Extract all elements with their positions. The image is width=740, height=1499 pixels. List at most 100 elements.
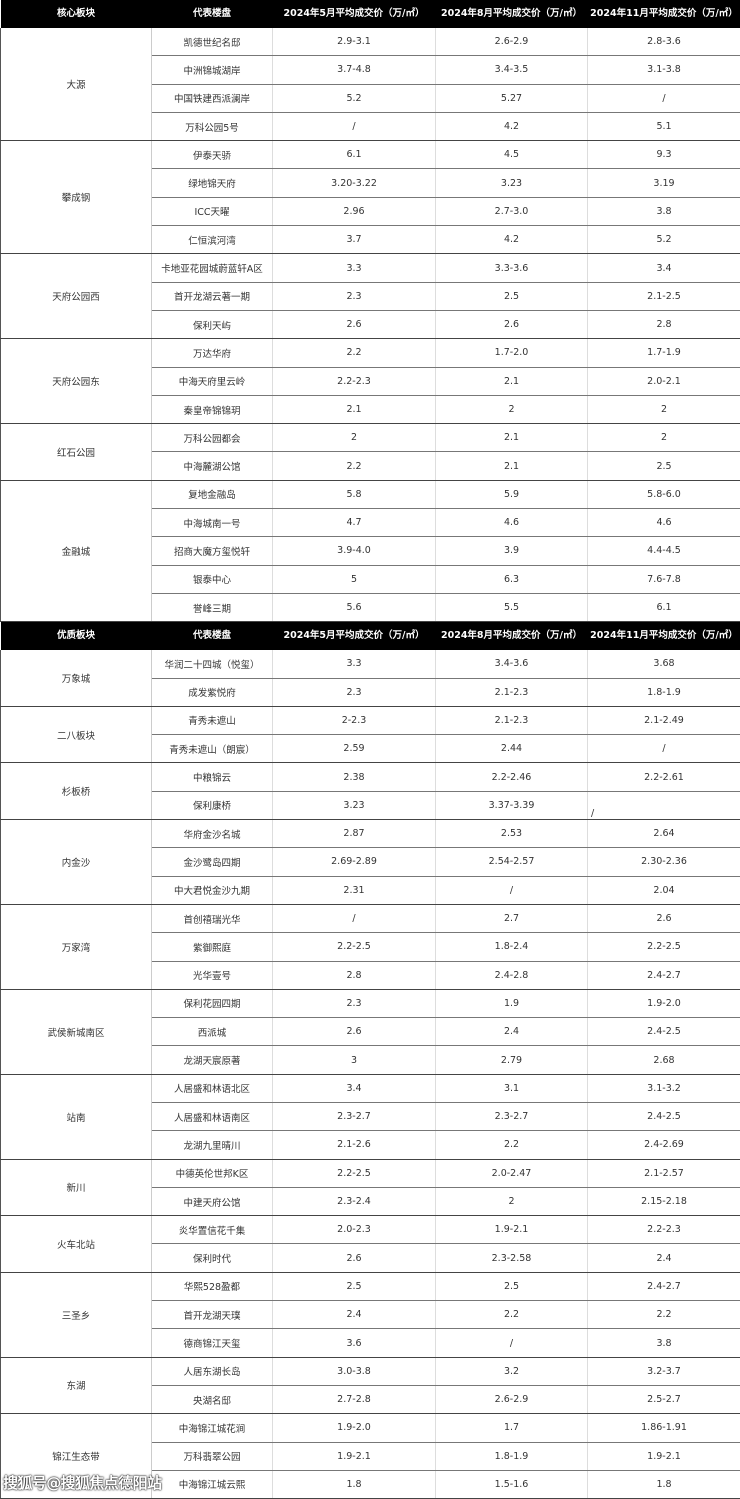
district-name: 金融城: [0, 480, 152, 623]
aug-price: 2.2: [435, 1300, 588, 1330]
table-row: 招商大魔方玺悦轩 3.9-4.0 3.9 4.4-4.5: [1, 536, 740, 566]
nov-price: 3.19: [587, 168, 740, 198]
may-price: 2.2-2.5: [272, 932, 436, 962]
district-name: 站南: [0, 1074, 152, 1160]
project-name: 卡地亚花园城蔚蓝轩A区: [151, 253, 273, 283]
nov-price: 2.0-2.1: [587, 367, 740, 396]
may-price: 3.0-3.8: [272, 1357, 436, 1386]
nov-price: 1.7-1.9: [587, 338, 740, 368]
may-price: 2.6: [272, 310, 436, 340]
may-price: 2.4: [272, 1300, 436, 1330]
may-price: 2.69-2.89: [272, 847, 436, 877]
nov-price: 2.64: [587, 819, 740, 849]
project-name: 中海麓湖公馆: [151, 451, 273, 481]
may-price: 2.96: [272, 197, 436, 227]
project-name: 央湖名邸: [151, 1385, 273, 1415]
may-price: 1.9-2.0: [272, 1413, 436, 1443]
nov-price: 2.4-2.7: [587, 961, 740, 990]
district-name: 火车北站: [0, 1215, 152, 1273]
nov-price: 2.30-2.36: [587, 847, 740, 877]
may-price: 5.6: [272, 593, 436, 623]
project-name: 中国铁建西派澜岸: [151, 84, 273, 113]
table-row: 万科公园5号/4.2 5.1: [1, 112, 740, 142]
aug-price: 2.1-2.3: [435, 706, 588, 736]
nov-price: 2.4-2.7: [587, 1272, 740, 1302]
may-price: 5.8: [272, 480, 436, 510]
aug-price: 2.53: [435, 819, 588, 849]
nov-price: 2.4: [587, 1243, 740, 1273]
may-price: 3: [272, 1045, 436, 1075]
nov-price: 2.1-2.57: [587, 1159, 740, 1188]
nov-price: 3.1-3.8: [587, 55, 740, 85]
may-price: 2.2-2.3: [272, 367, 436, 396]
nov-price: 2.8-3.6: [587, 28, 740, 57]
project-name: 保利天屿: [151, 310, 273, 340]
may-price: 2.2: [272, 451, 436, 481]
project-name: 银泰中心: [151, 565, 273, 594]
project-name: 中海锦江城云熙: [151, 1470, 273, 1499]
table-row: 天府公园东 万达华府 2.2 1.7-2.0 1.7-1.9: [0, 338, 740, 425]
table-row: 天府公园西 卡地亚花园城蔚蓝轩A区 3.3 3.3-3.6 3.4: [0, 253, 740, 340]
nov-price: /: [587, 734, 740, 764]
table-row: 中海麓湖公馆 2.2 2.1 2.5: [1, 451, 740, 481]
table-row: 金沙鹭岛四期 2.69-2.89 2.54-2.57 2.30-2.36: [1, 847, 740, 877]
header-district: 优质板块: [0, 622, 152, 651]
may-price: 1.9-2.1: [272, 1442, 436, 1471]
project-name: 青秀未遮山（朗宸）: [151, 734, 273, 764]
aug-price: 2.2: [435, 1130, 588, 1160]
project-name: 首创禧瑞光华: [151, 904, 273, 934]
aug-price: 5.9: [435, 480, 588, 510]
table-row: 紫御熙庭 2.2-2.5 1.8-2.4 2.2-2.5: [1, 932, 740, 962]
nov-price: 1.9-2.0: [587, 989, 740, 1019]
header-district: 核心板块: [0, 0, 152, 28]
project-name: 保利花园四期: [151, 989, 273, 1019]
table-row: 万象城 华润二十四城（悦玺） 3.3 3.4-3.6 3.68: [0, 650, 740, 707]
aug-price: 3.37-3.39: [435, 791, 588, 821]
header-nov-price: 2024年11月平均成交价（万/㎡）: [587, 622, 740, 651]
table-row: 龙湖九里晴川 2.1-2.6 2.2 2.4-2.69: [1, 1130, 740, 1160]
nov-price: 1.86-1.91: [587, 1413, 740, 1443]
table-row: 秦皇帝锦锦玥 2.1 2 2: [1, 395, 740, 425]
project-name: 西派城: [151, 1017, 273, 1047]
table-row: 攀成钢 伊泰天骄 6.1 4.5 9.3: [0, 140, 740, 255]
nov-price: 3.2-3.7: [587, 1357, 740, 1386]
table-row: 成发紫悦府 2.3 2.1-2.3 1.8-1.9: [1, 678, 740, 707]
nov-price: 2.1-2.49: [587, 706, 740, 736]
table-row: 中海天府里云岭 2.2-2.3 2.1 2.0-2.1: [1, 367, 740, 396]
may-price: 2.9-3.1: [272, 28, 436, 57]
nov-price: 1.8-1.9: [587, 678, 740, 707]
nov-price: 3.4: [587, 253, 740, 283]
district-name: 三圣乡: [0, 1272, 152, 1358]
aug-price: 2.79: [435, 1045, 588, 1075]
may-price: 3.4: [272, 1074, 436, 1103]
nov-price: 5.2: [587, 225, 740, 255]
may-price: 2.31: [272, 876, 436, 905]
aug-price: 2.44: [435, 734, 588, 764]
project-name: 华润二十四城（悦玺）: [151, 650, 273, 679]
header-nov-price: 2024年11月平均成交价（万/㎡）: [587, 0, 740, 28]
aug-price: 2.3-2.7: [435, 1102, 588, 1132]
project-name: 首开龙湖云著一期: [151, 282, 273, 311]
may-price: 3.6: [272, 1328, 436, 1358]
header-may-price: 2024年5月平均成交价（万/㎡）: [272, 0, 436, 28]
district-name: 红石公园: [0, 423, 152, 481]
header-row: 核心板块 代表楼盘 2024年5月平均成交价（万/㎡） 2024年8月平均成交价（万/…: [0, 0, 740, 28]
project-name: 万科公园都会: [151, 423, 273, 453]
aug-price: 1.8-1.9: [435, 1442, 588, 1471]
aug-price: 2.6-2.9: [435, 1385, 588, 1415]
project-name: 紫御熙庭: [151, 932, 273, 962]
quality-district-table: 优质板块 代表楼盘 2024年5月平均成交价（万/㎡） 2024年8月平均成交价（万/…: [0, 622, 740, 1499]
table-row: 金融城 复地金融岛 5.8 5.9 5.8-6.0: [0, 480, 740, 623]
aug-price: 2.3-2.58: [435, 1243, 588, 1273]
table-row: 绿地锦天府 3.20-3.22 3.23 3.19: [1, 168, 740, 198]
table-row: ICC天曜 2.96 2.7-3.0 3.8: [1, 197, 740, 227]
nov-price: 4.6: [587, 508, 740, 538]
project-name: 华府金沙名城: [151, 819, 273, 849]
project-name: 华熙528盈都: [151, 1272, 273, 1302]
nov-price: 2.5-2.7: [587, 1385, 740, 1415]
project-name: 人居东湖长岛: [151, 1357, 273, 1386]
header-project: 代表楼盘: [151, 622, 273, 651]
aug-price: 2.6: [435, 310, 588, 340]
district-name: 二八板块: [0, 706, 152, 764]
aug-price: 4.2: [435, 112, 588, 142]
